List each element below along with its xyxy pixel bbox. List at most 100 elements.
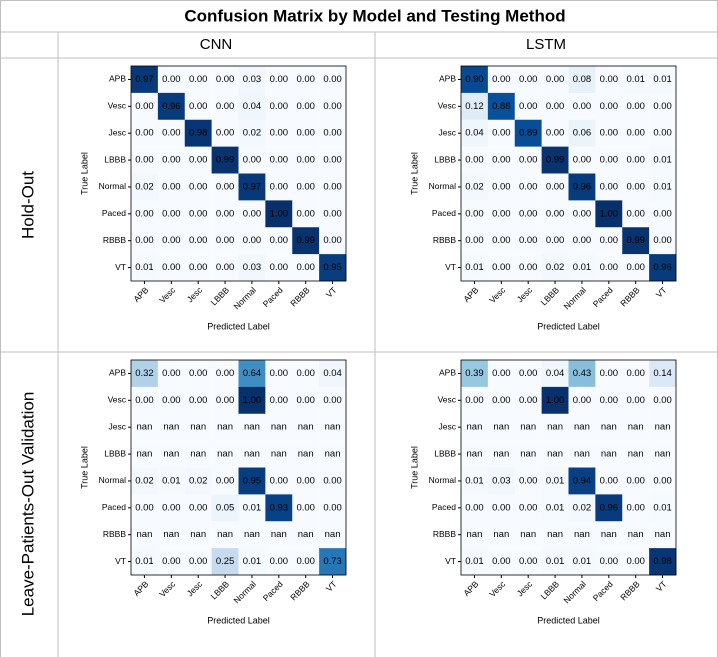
cell-label: 0.03 <box>243 262 262 273</box>
heatmap-cell <box>292 413 320 441</box>
heatmap-cell <box>265 548 293 576</box>
y-tick-label: APB <box>439 74 456 84</box>
heatmap-cell <box>487 173 516 201</box>
heatmap-cell <box>649 521 677 549</box>
cell-label: 0.00 <box>573 155 592 166</box>
heatmap-cell <box>211 66 239 94</box>
cell-label: 0.00 <box>270 556 289 567</box>
heatmap-cell <box>649 360 677 388</box>
heatmap-cell <box>649 440 677 468</box>
heatmap-cell <box>595 413 623 441</box>
cell-label: 0.00 <box>189 101 208 112</box>
heatmap-cell <box>184 548 212 576</box>
heatmap-cell <box>319 494 347 522</box>
heatmap-cell <box>568 173 596 201</box>
cell-label: nan <box>163 529 179 540</box>
heatmap-cell <box>131 92 159 121</box>
cell-label: 0.01 <box>653 155 672 166</box>
heatmap-cell <box>649 92 677 121</box>
cell-label: 0.00 <box>492 556 511 567</box>
heatmap-cell <box>568 119 596 147</box>
heatmap-cell <box>487 254 516 282</box>
heatmap-cell <box>157 386 186 415</box>
cell-label: 0.00 <box>323 101 342 112</box>
cell-label: nan <box>628 449 644 460</box>
cell-label: 0.00 <box>626 556 645 567</box>
cell-label: 0.01 <box>465 475 484 486</box>
cell-label: nan <box>217 529 233 540</box>
heatmap-cell <box>568 146 596 174</box>
heatmap-cell <box>514 200 542 228</box>
heatmap-cell <box>157 146 186 174</box>
heatmap-cell <box>292 66 320 94</box>
heatmap-cell <box>461 440 489 468</box>
cell-label: 0.00 <box>189 208 208 219</box>
heatmap-cell <box>238 254 266 282</box>
heatmap-cell <box>595 467 623 495</box>
cell-label: nan <box>601 422 617 433</box>
heatmap-cell <box>184 173 212 201</box>
cell-label: 0.00 <box>519 208 538 219</box>
cell-label: nan <box>601 449 617 460</box>
heatmap-cell <box>622 66 650 94</box>
cell-label: 0.02 <box>135 181 154 192</box>
y-tick-label: Paced <box>432 208 456 218</box>
cell-label: 0.00 <box>600 556 619 567</box>
heatmap-cell <box>541 494 569 522</box>
heatmap-cell <box>211 494 239 522</box>
heatmap-cell <box>211 386 239 415</box>
heatmap-cell <box>461 413 489 441</box>
heatmap-cell <box>157 440 186 468</box>
heatmap-cell <box>461 360 489 388</box>
cell-label: 0.89 <box>519 128 538 139</box>
heatmap-cell <box>265 92 293 121</box>
cell-label: nan <box>467 529 483 540</box>
cell-label: 0.00 <box>492 74 511 85</box>
cell-label: 0.00 <box>626 181 645 192</box>
heatmap-cell <box>568 254 596 282</box>
y-tick-label: APB <box>109 368 126 378</box>
cell-label: nan <box>298 422 314 433</box>
heatmap-cell <box>461 494 489 522</box>
heatmap-cell <box>514 413 542 441</box>
cell-label: 0.00 <box>270 128 289 139</box>
heatmap-cell <box>238 494 266 522</box>
cell-label: 0.43 <box>573 368 592 379</box>
heatmap-cell <box>568 521 596 549</box>
cell-label: nan <box>628 422 644 433</box>
heatmap-cell <box>184 360 212 388</box>
cell-label: 0.00 <box>323 181 342 192</box>
cell-label: 0.00 <box>135 128 154 139</box>
heatmap-cell <box>461 227 489 255</box>
cell-label: 0.00 <box>465 208 484 219</box>
cell-label: 0.00 <box>600 181 619 192</box>
heatmap-cell <box>265 254 293 282</box>
heatmap-cell <box>487 548 516 576</box>
cell-label: 0.01 <box>626 74 645 85</box>
cell-label: 0.00 <box>162 556 181 567</box>
heatmap-cell <box>292 119 320 147</box>
plot-frame <box>460 65 677 282</box>
cell-label: 0.00 <box>216 208 235 219</box>
cell-label: 0.96 <box>653 262 672 273</box>
heatmap-cell <box>568 548 596 576</box>
heatmap-cell <box>514 494 542 522</box>
cell-label: nan <box>190 422 206 433</box>
heatmap-cell <box>541 413 569 441</box>
y-tick-label: VT <box>115 262 126 272</box>
heatmap-cell <box>319 254 347 282</box>
cell-label: 0.00 <box>189 181 208 192</box>
heatmap-cell <box>319 548 347 576</box>
cell-label: 0.00 <box>600 101 619 112</box>
heatmap-cell <box>568 200 596 228</box>
cell-label: nan <box>655 449 671 460</box>
heatmap-cell <box>514 173 542 201</box>
cell-label: 0.00 <box>653 208 672 219</box>
y-axis-label: True Label <box>79 446 89 489</box>
cell-label: nan <box>628 529 644 540</box>
heatmap-cell <box>622 254 650 282</box>
heatmap-cell <box>319 386 347 415</box>
heatmap-cell <box>157 494 186 522</box>
cell-label: nan <box>244 449 260 460</box>
y-tick-label: Paced <box>102 502 126 512</box>
